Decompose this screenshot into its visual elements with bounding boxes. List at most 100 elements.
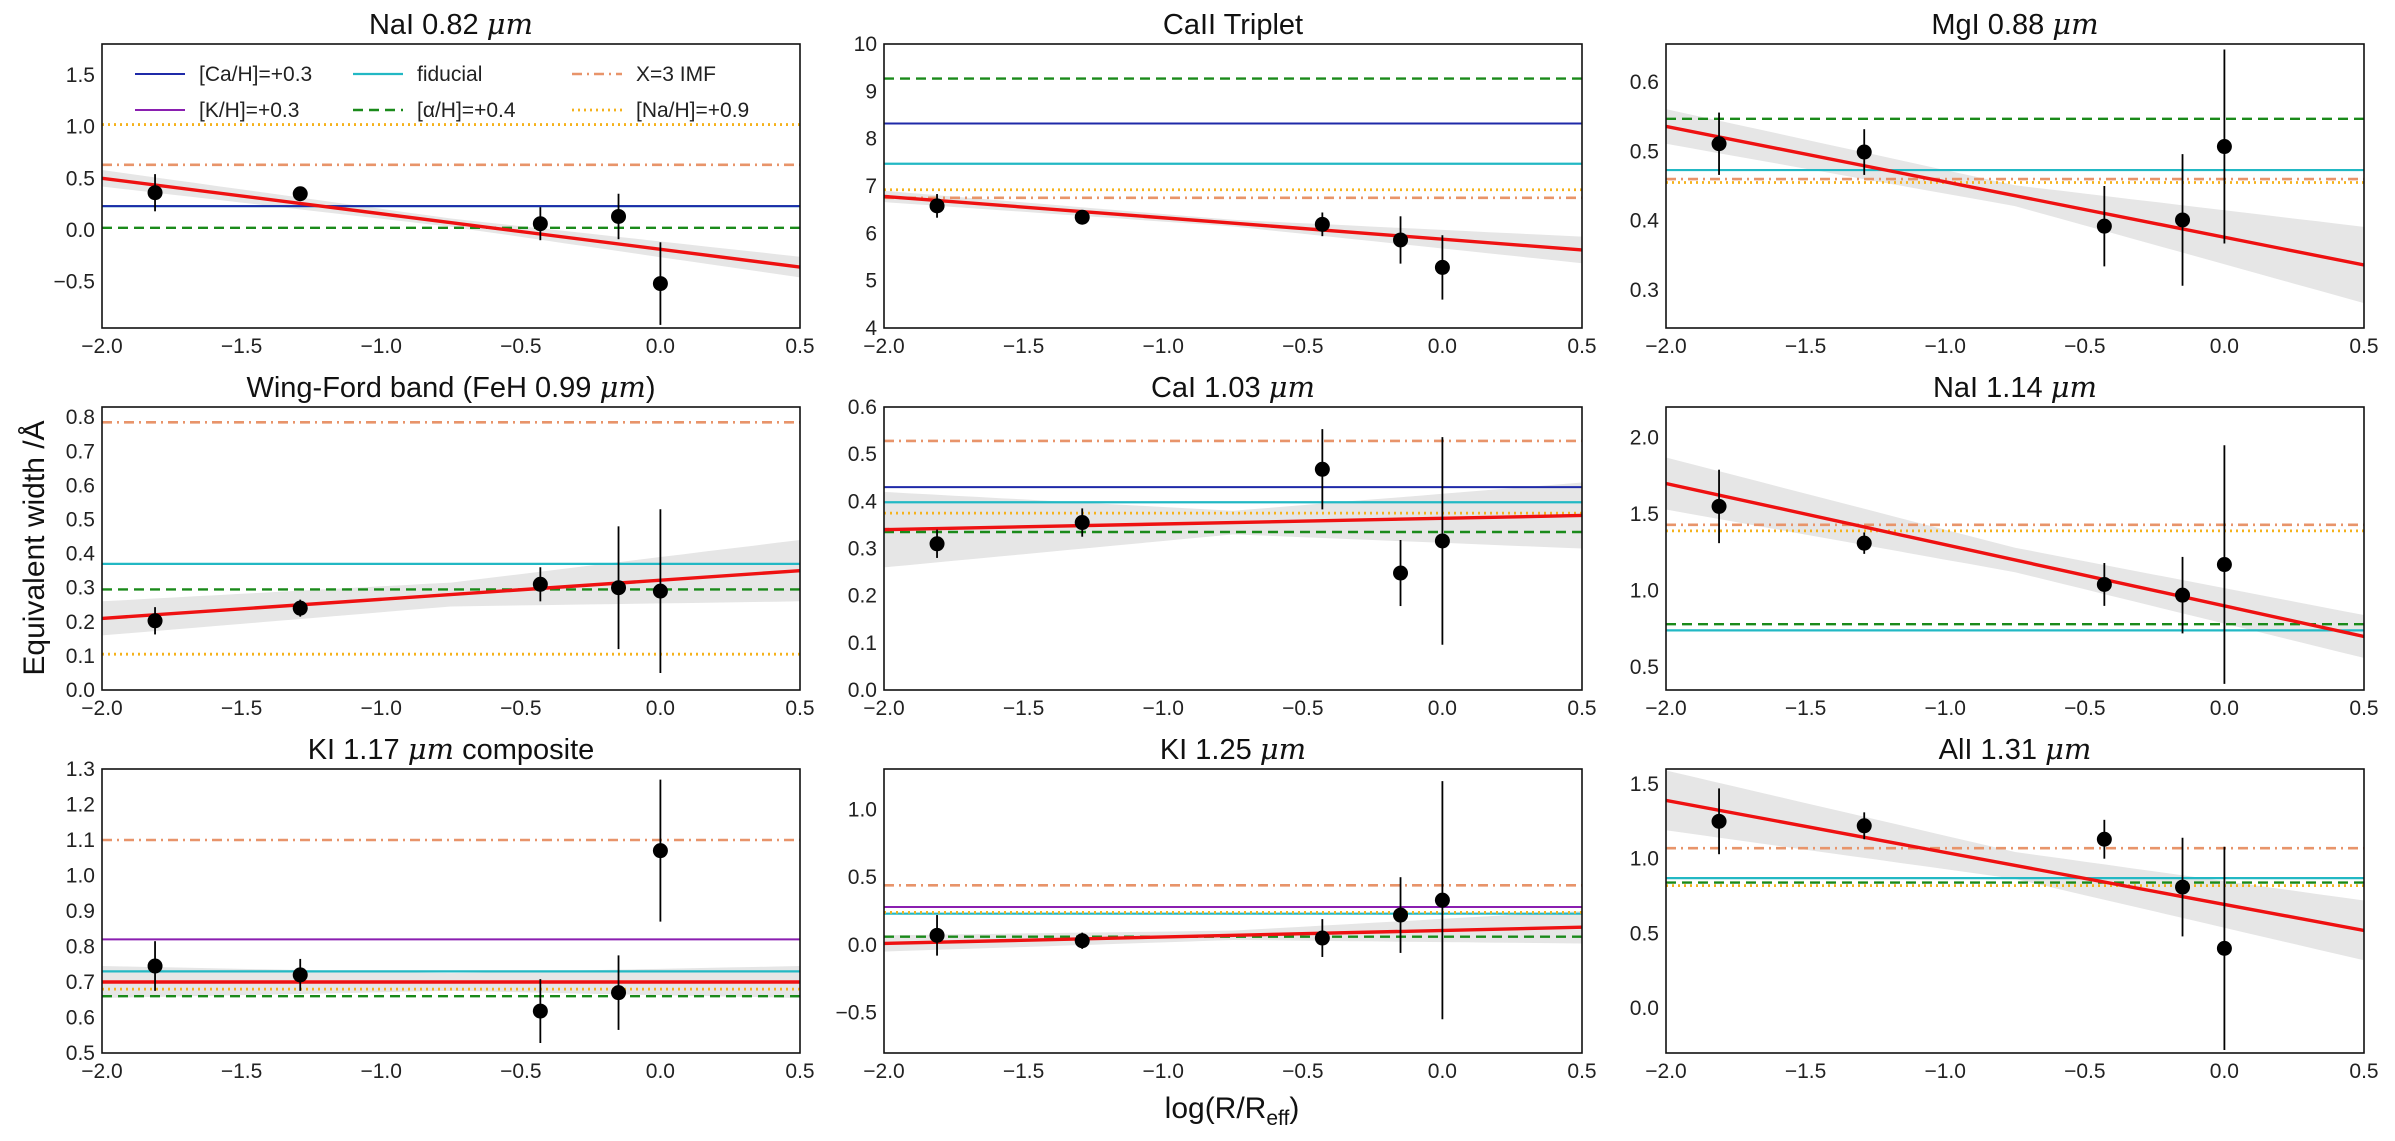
x-tick-label: −1.5 [221, 335, 262, 358]
panel-title-suffix: composite [454, 734, 594, 766]
legend-label-alpha: [α/H]=+0.4 [417, 99, 516, 122]
x-tick-label: −1.5 [1003, 1060, 1044, 1083]
data-point [1074, 933, 1090, 949]
y-tick-label: 0.5 [1630, 922, 1659, 945]
y-tick-label: 1.0 [1630, 580, 1659, 603]
x-tick-label: 0.5 [2349, 335, 2378, 358]
x-tick-label: −0.5 [500, 335, 541, 358]
y-tick-label: 0.9 [66, 900, 95, 923]
fit-line [1666, 481, 2364, 639]
panel-frame [883, 768, 1583, 1054]
y-tick-label: 0.8 [66, 936, 95, 959]
panel-frame [101, 406, 801, 691]
y-tick-label: 0.6 [66, 474, 95, 497]
legend-label-na: [Na/H]=+0.9 [636, 99, 749, 122]
chart-panel-3: −2.0 −1.5 −1.0 −0.5 0.0 0.5 0.3 0.4 0.5 0.6 MgI 0.… [1630, 7, 2379, 358]
panel-title: MgI 0.88 μm [1931, 7, 2098, 41]
panel-title-prefix: CaII Triplet [1163, 9, 1303, 41]
x-tick-label: 0.5 [785, 1060, 814, 1083]
y-tick-label: 1.3 [66, 758, 95, 781]
panel-title-prefix: NaI 1.14 [1933, 372, 2051, 404]
panel-title: KI 1.17 μm composite [308, 732, 595, 766]
panel-title: AlI 1.31 μm [1939, 732, 2092, 766]
y-tick-label: 1.2 [66, 794, 95, 817]
y-tick-label: 7 [865, 175, 877, 198]
y-tick-label: 0.5 [1630, 140, 1659, 163]
x-tick-label: −1.5 [1785, 1060, 1826, 1083]
y-tick-label: −0.5 [54, 271, 95, 294]
data-point [1856, 818, 1872, 834]
x-tick-label: 0.0 [646, 1060, 675, 1083]
data-point [1314, 930, 1330, 946]
y-tick-label: 5 [865, 270, 877, 293]
x-tick-label: −1.5 [221, 697, 262, 720]
y-tick-label: 0.5 [66, 167, 95, 190]
y-tick-label: 10 [854, 33, 877, 56]
x-tick-label: −0.5 [2064, 335, 2105, 358]
data-point [611, 580, 627, 596]
data-point [1434, 533, 1450, 549]
data-point [1434, 892, 1450, 908]
fit-line [1666, 124, 2364, 267]
x-tick-label: −1.0 [1142, 335, 1183, 358]
data-point [1393, 232, 1409, 248]
plot-area [1666, 445, 2364, 684]
legend-label-ca: [Ca/H]=+0.3 [199, 63, 312, 86]
y-tick-label: 0.3 [1630, 279, 1659, 302]
x-tick-label: −0.5 [1282, 697, 1323, 720]
panel-title: CaII Triplet [1163, 9, 1303, 41]
x-tick-label: 0.5 [1567, 1060, 1596, 1083]
data-point [2175, 212, 2191, 228]
data-point [2096, 218, 2112, 234]
x-tick-label: −1.0 [1924, 697, 1965, 720]
panel-title-prefix: KI 1.17 [308, 734, 408, 766]
panel-frame [883, 43, 1583, 329]
panel-title-unit: μm [408, 732, 454, 766]
data-point [1711, 498, 1727, 514]
panels: −2.0 −1.5 −1.0 −0.5 0.0 0.5 −0.5 0.0 0.5 1.0 1.5 Na… [54, 7, 2379, 1083]
data-point [292, 967, 308, 983]
y-tick-label: 1.5 [1630, 503, 1659, 526]
x-tick-label: 0.0 [646, 335, 675, 358]
data-point [929, 927, 945, 943]
x-tick-label: −0.5 [2064, 1060, 2105, 1083]
panel-title-unit: μm [2052, 7, 2098, 41]
x-axis-label-close: ) [1289, 1092, 1299, 1125]
y-tick-label: 2.0 [1630, 427, 1659, 450]
plot-area [102, 123, 800, 325]
x-tick-label: −2.0 [1645, 697, 1686, 720]
x-axis-label: log(R/Reff) [1165, 1092, 1300, 1130]
panel-title: NaI 1.14 μm [1933, 370, 2097, 404]
confidence-band [884, 190, 1582, 264]
confidence-band [1666, 457, 2364, 658]
x-tick-label: 0.0 [1428, 335, 1457, 358]
fit-line [102, 176, 800, 269]
fit-line [884, 513, 1582, 532]
y-tick-label: 0.0 [1630, 997, 1659, 1020]
x-tick-label: 0.0 [1428, 1060, 1457, 1083]
panel-title-prefix: CaI 1.03 [1151, 372, 1269, 404]
chart-panel-7: −2.0 −1.5 −1.0 −0.5 0.0 0.5 0.5 0.6 0.7 0.8 0.9 1.0… [66, 732, 815, 1083]
y-axis-label: Equivalent width /Å [18, 420, 51, 675]
legend: [Ca/H]=+0.3 [K/H]=+0.3 fiducial [α/H]=+0.4 X… [135, 63, 749, 122]
y-tick-label: 0.0 [848, 934, 877, 957]
y-tick-label: 0.5 [66, 509, 95, 532]
panel-title: CaI 1.03 μm [1151, 370, 1315, 404]
x-tick-label: −2.0 [863, 335, 904, 358]
x-tick-label: −1.0 [360, 697, 401, 720]
y-tick-label: 9 [865, 80, 877, 103]
data-point [292, 600, 308, 616]
chart-panel-9: −2.0 −1.5 −1.0 −0.5 0.0 0.5 0.0 0.5 1.0 1.5 AlI 1.… [1630, 732, 2379, 1083]
y-tick-label: 0.3 [848, 538, 877, 561]
fit-line [102, 568, 800, 621]
x-tick-label: −1.5 [221, 1060, 262, 1083]
y-tick-label: 0.4 [66, 543, 96, 566]
x-tick-label: −0.5 [1282, 1060, 1323, 1083]
data-point [1393, 907, 1409, 923]
data-point [611, 208, 627, 224]
chart-panel-4: −2.0 −1.5 −1.0 −0.5 0.0 0.5 0.0 0.1 0.2 0.3 0.4 0.5… [66, 370, 815, 720]
panel-title-suffix: ) [646, 372, 656, 404]
data-point [652, 843, 668, 859]
panel-frame [1665, 406, 2365, 691]
x-tick-label: −1.5 [1003, 697, 1044, 720]
